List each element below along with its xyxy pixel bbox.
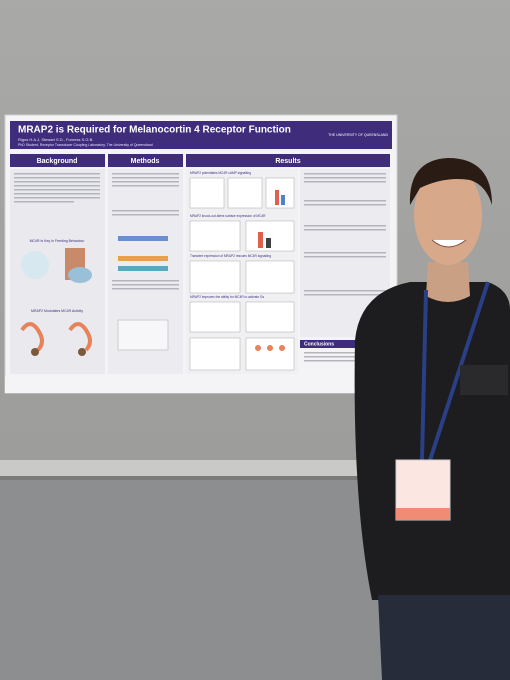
university: THE UNIVERSITY OF QUEENSLAND — [328, 133, 388, 137]
sweater-logo — [460, 365, 508, 395]
section-title: Methods — [131, 158, 160, 165]
jeans — [378, 595, 510, 680]
smile — [431, 239, 467, 248]
section-header — [300, 340, 390, 348]
sub-heading: MRAP2 improves the ability for MC4R to a… — [190, 295, 264, 299]
bars — [255, 190, 285, 351]
sub-heading: MRAP2 knock-out alters surface expressio… — [190, 214, 266, 218]
lanyard — [420, 281, 490, 461]
sub-heading: MRAP2 Modulates MC4R Activity — [31, 309, 83, 313]
sub-heading: MRAP2 potentiates MC4R cAMP signalling — [190, 171, 251, 175]
section-title: Conclusions — [304, 341, 334, 347]
sub-heading: Transient expression of MRAP2 rescues MC… — [190, 254, 271, 258]
section-header — [108, 154, 183, 167]
rail — [0, 460, 382, 478]
section-header — [10, 154, 105, 167]
sweater — [354, 282, 510, 600]
footer — [5, 376, 397, 393]
poster-affiliation: PhD Student, Receptor Transducer Couplin… — [18, 143, 153, 147]
section-header — [186, 154, 390, 167]
neck — [426, 262, 470, 302]
figure-panels — [189, 177, 295, 371]
section-title: Background — [37, 158, 78, 165]
sub-heading: MC4R Is Key In Feeding Behaviour — [30, 239, 86, 243]
title-bar — [10, 121, 392, 149]
rail-shadow — [0, 476, 382, 480]
poster-title: MRAP2 is Required for Melanocortin 4 Rec… — [18, 125, 291, 136]
poster-authors: Rigos H.A.J, Stewart S.D., Furness S.G.B… — [18, 137, 93, 142]
badge-stripe — [396, 508, 450, 520]
diagram — [20, 236, 169, 356]
hair — [409, 158, 492, 205]
text-lines — [14, 173, 386, 362]
section-title: Results — [275, 158, 300, 165]
